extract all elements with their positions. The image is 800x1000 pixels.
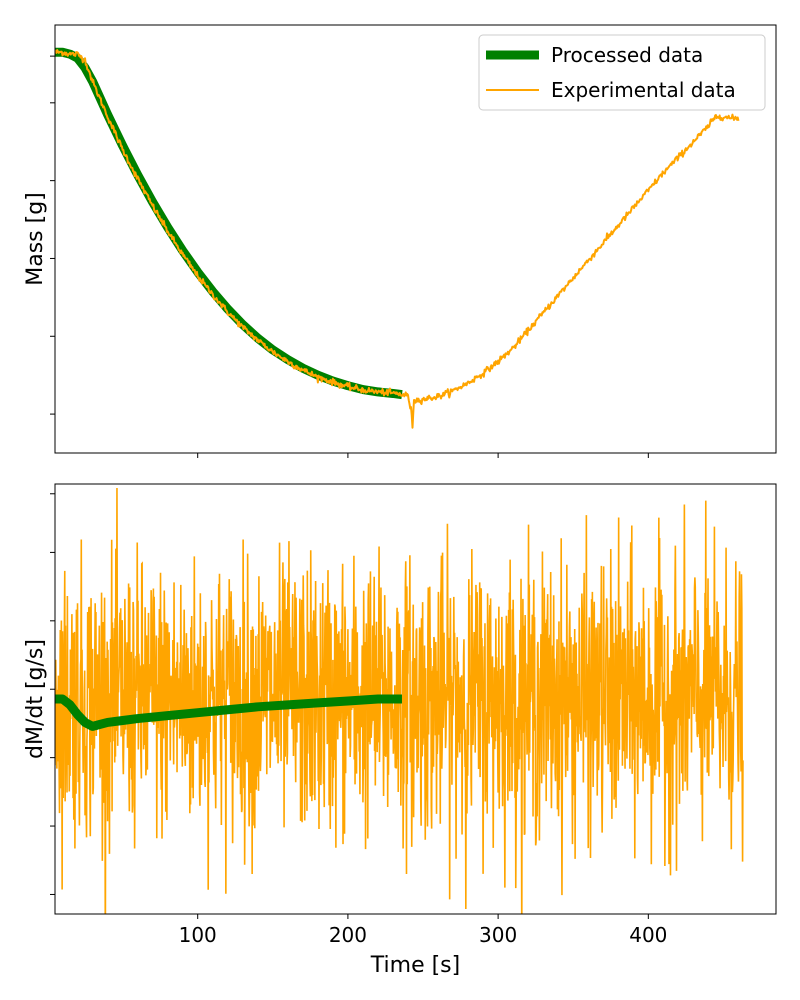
legend: Processed data Experimental data xyxy=(478,34,766,111)
top-plot: Mass [g] Processed data Experimental data xyxy=(23,24,777,458)
x-tick-label-100: 100 xyxy=(179,923,217,947)
series-processed-data-line xyxy=(55,694,402,731)
series-processed-data-line xyxy=(55,47,403,400)
y-axis-label-1: dM/dt [g/s] xyxy=(23,639,48,759)
series-experimental-data-line xyxy=(55,487,744,914)
legend-box xyxy=(478,34,766,111)
x-tick-label-200: 200 xyxy=(329,923,367,947)
axes-frame-1 xyxy=(54,483,777,915)
y-axis-label-0: Mass [g] xyxy=(23,192,48,286)
x-tick-label-400: 400 xyxy=(629,923,667,947)
x-tick-label-300: 300 xyxy=(479,923,517,947)
series-experimental-data-line xyxy=(55,49,740,429)
legend-label-processed-data: Processed data xyxy=(551,43,703,67)
axes-frame-0 xyxy=(54,24,777,454)
legend-label-experimental-data: Experimental data xyxy=(551,78,736,102)
plot-area-1 xyxy=(55,487,744,914)
plot-area-0 xyxy=(55,47,740,429)
bottom-plot: 100 200 300 400 dM/dt [g/s] Time [s] xyxy=(23,483,777,978)
x-axis-label: Time [s] xyxy=(370,953,460,978)
